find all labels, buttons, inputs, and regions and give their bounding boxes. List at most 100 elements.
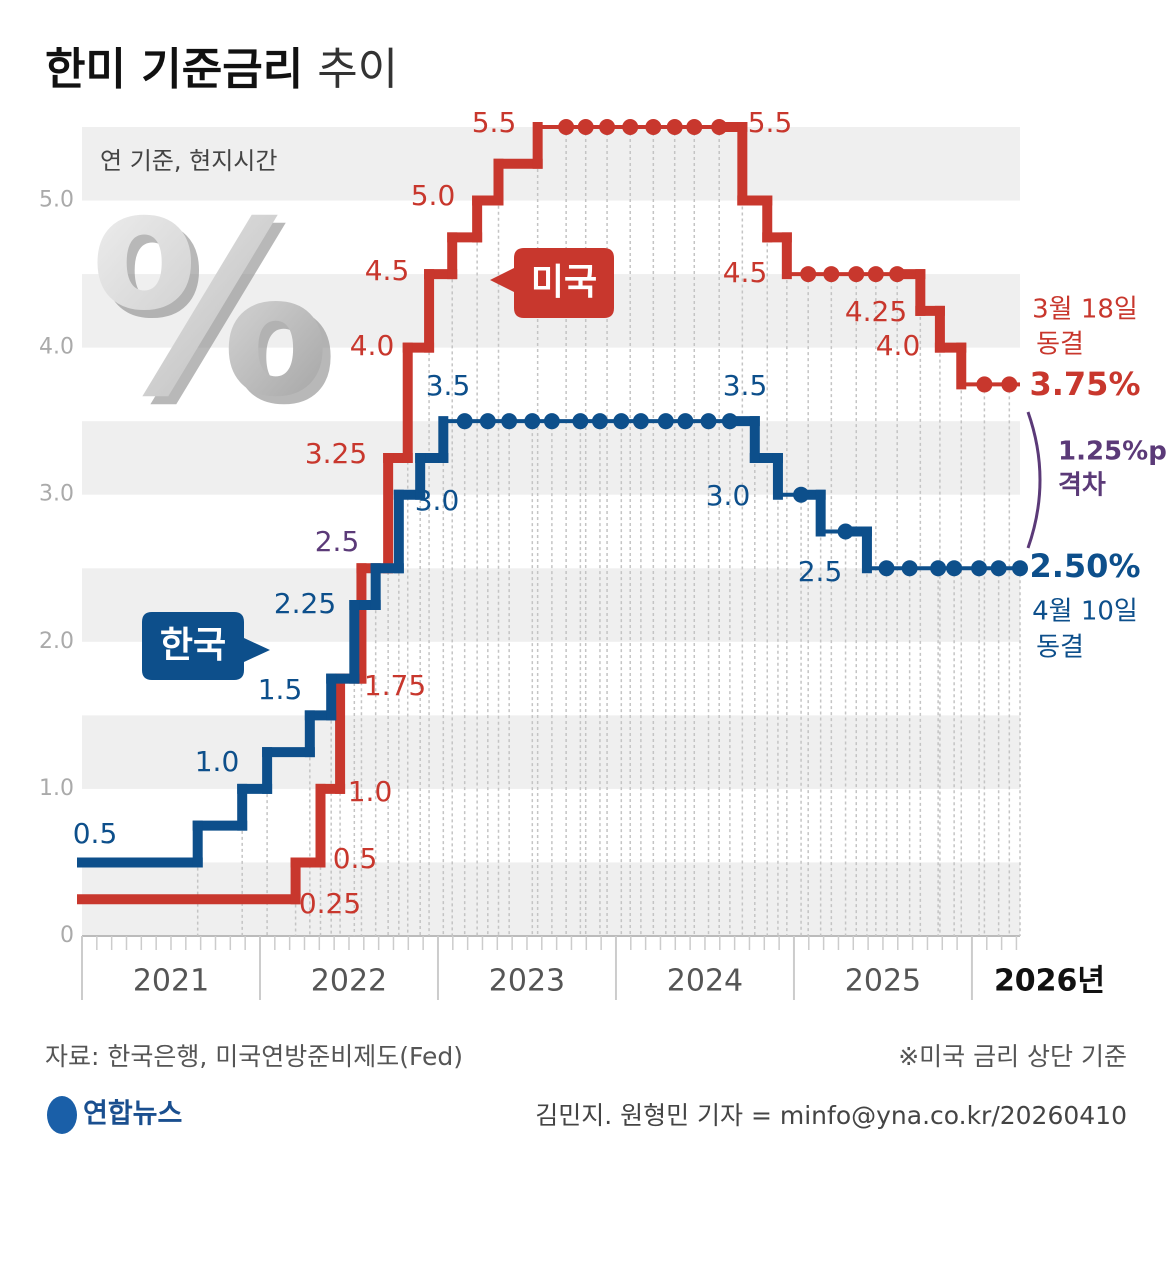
subtitle: 연 기준, 현지시간 <box>100 147 277 175</box>
value-label: 1.75 <box>364 669 426 702</box>
hold-dot <box>889 266 906 283</box>
hold-dot <box>721 413 738 430</box>
hold-dot <box>622 119 639 135</box>
hold-dot <box>711 119 728 135</box>
value-label: 4.5 <box>723 256 768 289</box>
y-tick-label: 5.0 <box>39 188 74 213</box>
hold-dot <box>976 376 993 393</box>
value-label: 0.5 <box>73 817 118 850</box>
value-label: 5.5 <box>748 106 793 139</box>
value-label: 3.5 <box>723 369 768 402</box>
value-label: 4.25 <box>845 295 907 328</box>
hold-dot <box>501 413 518 430</box>
value-label: 4.5 <box>365 254 410 287</box>
hold-dot <box>1001 376 1018 393</box>
hold-dot <box>632 413 649 430</box>
y-tick-label: 1.0 <box>39 776 74 801</box>
hold-dot <box>558 119 575 135</box>
hold-dot <box>823 266 840 283</box>
hold-dot <box>524 413 541 430</box>
hold-dot <box>677 413 694 430</box>
grid-band <box>82 127 1020 201</box>
value-label: 2.5 <box>315 525 360 558</box>
hold-dot <box>848 266 865 283</box>
grid-band <box>82 421 1020 495</box>
gap-note: 격차 <box>1058 471 1106 501</box>
hold-dot <box>613 413 630 430</box>
hold-dot <box>901 560 918 577</box>
hold-dot <box>543 413 560 430</box>
value-label: 2.25 <box>274 587 336 620</box>
title-bold: 한미 기준금리 <box>45 44 303 95</box>
value-label: 3.5 <box>426 369 471 402</box>
hold-dot <box>878 560 895 577</box>
hold-dot <box>645 119 662 135</box>
value-label: 3.25 <box>305 437 367 470</box>
hold-dot <box>946 560 963 577</box>
kr-note: 동결 <box>1036 633 1084 663</box>
value-label: 1.0 <box>348 775 393 808</box>
x-tick-label: 2023 <box>489 964 565 999</box>
value-label: 4.0 <box>350 329 395 362</box>
value-label: 1.5 <box>258 673 303 706</box>
marks: 0.25 0.5 1.0 1.75 2.5 3.25 4.0 4.5 5.0 5.5 5.5 4.5 4… <box>73 106 1141 920</box>
value-label: 5.0 <box>411 179 456 212</box>
value-label: 2.5 <box>798 555 843 588</box>
hold-dot <box>800 266 817 283</box>
hold-dot <box>591 413 608 430</box>
value-label: 4.0 <box>876 329 921 362</box>
y-tick-label: 3.0 <box>39 482 74 507</box>
value-label: 0.5 <box>333 842 378 875</box>
hold-dot <box>577 119 594 135</box>
title-light: 추이 <box>317 44 398 95</box>
x-tick-label: 2025 <box>845 964 921 999</box>
kr-note: 4월 10일 <box>1032 597 1138 627</box>
us-note: 동결 <box>1036 330 1084 360</box>
value-label: 3.0 <box>415 484 460 517</box>
grid-band <box>82 715 1020 789</box>
hold-dot <box>793 486 810 503</box>
value-label: 3.0 <box>706 479 751 512</box>
chart-title: 한미 기준금리 추이 <box>45 44 398 95</box>
plot-area: 0 1.0 2.0 3.0 4.0 5.0 2021 2022 2023 2024 2025 2026… <box>39 127 1105 1000</box>
y-tick-label: 0 <box>60 923 74 948</box>
value-label: 2.50% <box>1029 547 1140 585</box>
decoration-shadow: % <box>98 178 338 458</box>
hold-dot <box>456 413 473 430</box>
us-badge <box>490 248 614 318</box>
value-label: 5.5 <box>472 106 517 139</box>
x-tick-label: 2021 <box>133 964 209 999</box>
kr-badge <box>142 612 270 680</box>
value-label: 1.0 <box>195 745 240 778</box>
us-badge-label: 미국 <box>531 262 597 303</box>
x-tick-label: 2024 <box>667 964 743 999</box>
gap-note: 1.25%p <box>1058 437 1167 467</box>
kr-badge-label: 한국 <box>160 625 226 666</box>
hold-dot <box>666 119 683 135</box>
hold-dot <box>837 523 854 540</box>
x-tick-label: 2026년 <box>994 964 1105 999</box>
hold-dot <box>599 119 616 135</box>
y-tick-label: 2.0 <box>39 629 74 654</box>
us-note: 3월 18일 <box>1032 295 1138 325</box>
credit: 김민지. 원형민 기자 = minfo@yna.co.kr/20260410 <box>535 1101 1127 1130</box>
x-tick-label: 2022 <box>311 964 387 999</box>
hold-dot <box>930 560 947 577</box>
hold-dot <box>572 413 589 430</box>
value-label: 0.25 <box>299 887 361 920</box>
hold-dot <box>686 119 703 135</box>
y-tick-label: 4.0 <box>39 335 74 360</box>
footnote: ※미국 금리 상단 기준 <box>898 1042 1127 1071</box>
hold-dot <box>867 266 884 283</box>
logo: 연합뉴스 <box>83 1099 182 1130</box>
gap-brace <box>1026 411 1042 549</box>
value-label: 3.75% <box>1029 365 1140 403</box>
hold-dot <box>657 413 674 430</box>
decoration-percent: % <box>90 170 330 450</box>
hold-dot <box>479 413 496 430</box>
hold-dot <box>990 560 1007 577</box>
hold-dot <box>971 560 988 577</box>
hold-dot <box>1012 560 1028 577</box>
source: 자료: 한국은행, 미국연방준비제도(Fed) <box>45 1042 463 1071</box>
